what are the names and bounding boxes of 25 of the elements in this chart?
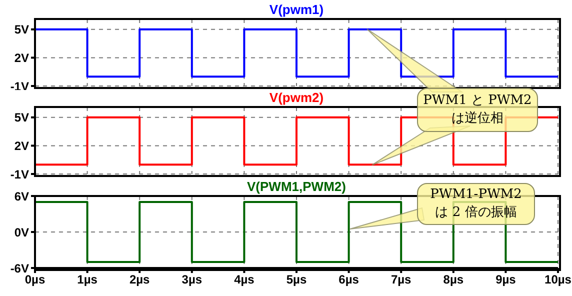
x-tick-label: 5µs <box>286 272 307 287</box>
y-tick-label: 5V <box>14 110 29 125</box>
y-tick-label: -1V <box>10 167 29 182</box>
x-tick-label: 1µs <box>77 272 98 287</box>
y-tick-label: 2V <box>14 50 29 65</box>
annotation: PWM1-PWM2 は 2 倍の振幅 <box>430 186 522 222</box>
x-tick-label: 6µs <box>338 272 360 287</box>
y-tick-label: 6V <box>14 189 29 204</box>
y-tick-label: 5V <box>14 22 29 37</box>
x-tick-label: 3µs <box>182 272 202 287</box>
y-tick-label: 0V <box>14 225 29 240</box>
y-tick-label: -1V <box>10 79 29 94</box>
chart-title: V(pwm1) <box>268 2 325 17</box>
x-tick-label: 9µs <box>496 272 516 287</box>
x-tick-label: 2µs <box>129 272 150 287</box>
x-tick-label: 10µs <box>544 272 572 287</box>
x-tick-label: 4µs <box>234 272 255 287</box>
y-tick-label: 2V <box>14 138 29 153</box>
annotation: PWM1 と PWM2 は逆位相 <box>423 92 532 128</box>
x-tick-label: 7µs <box>390 272 412 287</box>
chart-title: V(pwm2) <box>269 90 324 105</box>
chart-title: V(PWM1,PWM2) <box>247 179 346 194</box>
y-tick-label: -6V <box>10 261 29 276</box>
x-tick-label: 8µs <box>443 272 464 287</box>
x-tick-label: 0µs <box>24 272 46 287</box>
